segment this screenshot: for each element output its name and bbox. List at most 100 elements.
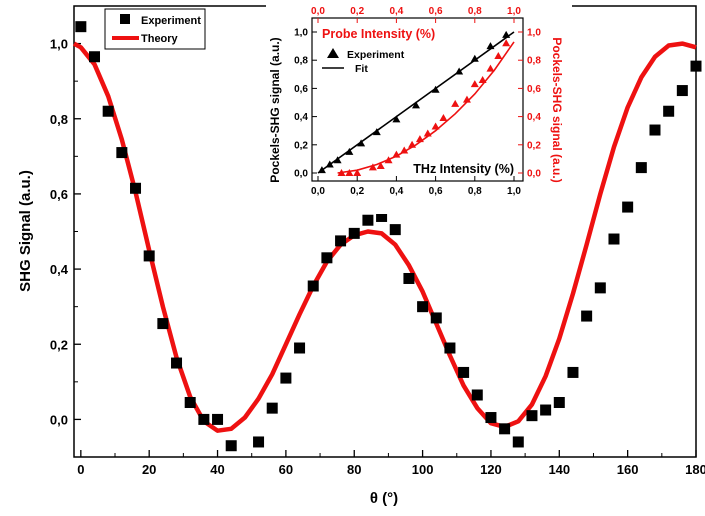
experiment-point [266,402,278,414]
inset-right-axis-label: Pockels-SHG signal (a.u.) [550,37,564,182]
experiment-point [130,182,142,194]
inset-chart: 0,00,00,20,20,40,40,60,60,80,81,01,00,0 0… [266,4,572,214]
inset-top-tick-label: 0,8 [468,6,482,17]
inset-top-tick-label: 0,4 [389,6,403,17]
inset-black-point [357,139,366,147]
experiment-point [348,227,360,239]
experiment-point [321,252,333,264]
inset-right-tick-label: 0,6 [527,84,541,95]
inset-legend-fit-label: Fit [355,63,368,75]
inset-red-point [451,99,460,107]
inset-red-point [384,156,393,164]
inset-x-tick-label: 0,2 [350,186,364,197]
experiment-point [540,404,552,416]
inset-red-point [462,95,471,103]
experiment-point [307,280,319,292]
inset-legend: Experiment Fit [322,48,405,75]
experiment-point [485,412,497,424]
main-x-tick-label: 140 [548,462,570,477]
inset-black-point [502,30,511,38]
inset-red-point [431,122,440,130]
inset-black-point [325,160,334,168]
inset-red-point [502,39,511,47]
experiment-point [212,413,224,425]
main-x-tick-label: 180 [685,462,705,477]
experiment-point [389,224,401,236]
experiment-point [184,397,196,409]
inset-y-tick-label: 0,0 [294,169,308,180]
inset-black-point [317,166,326,174]
experiment-point [499,423,511,435]
inset-y-tick-label: 0,8 [294,56,308,67]
experiment-point [567,366,579,378]
main-x-tick-label: 20 [142,462,156,477]
inset-black-point [345,147,354,155]
inset-axis-ticks: 0,00,00,20,20,40,40,60,60,80,81,01,00,0 0… [294,6,541,197]
inset-red-point [337,169,346,176]
inset-red-point [408,140,417,148]
experiment-point [581,310,593,322]
inset-red-point [415,135,424,143]
experiment-point [649,124,661,136]
inset-legend-experiment-marker [327,48,339,58]
theory-line [72,41,697,433]
experiment-point [512,436,524,448]
main-y-tick-label: 0,6 [50,187,68,202]
inset-red-point [494,51,503,59]
main-x-tick-label: 0 [77,462,84,477]
main-x-tick-label: 100 [412,462,434,477]
inset-black-point [431,85,440,93]
main-y-tick-label: 0,0 [50,412,68,427]
inset-top-tick-label: 0,2 [350,6,364,17]
experiment-point [430,312,442,324]
inset-black-point [486,42,495,50]
main-x-tick-label: 40 [210,462,224,477]
experiment-point [690,60,702,72]
experiment-point [157,318,169,330]
experiment-point [417,301,429,313]
inset-right-tick-label: 0,8 [527,56,541,67]
inset-black-point [372,128,381,136]
legend-theory-label: Theory [141,33,179,45]
experiment-point [635,162,647,174]
inset-red-point [470,80,479,88]
inset-black-point [470,54,479,62]
experiment-point [116,147,128,159]
main-y-tick-label: 1,0 [50,37,68,52]
experiment-point [171,357,183,369]
experiment-point [198,413,210,425]
experiment-point [225,440,237,452]
experiment-point [622,201,634,213]
inset-background [266,4,572,214]
experiment-point [608,233,620,245]
inset-red-point [400,146,409,154]
inset-x-tick-label: 0,8 [468,186,482,197]
inset-plot-frame [311,17,524,182]
inset-x-tick-label: 0,6 [429,186,443,197]
inset-black-point [412,101,420,109]
inset-right-tick-label: 0,4 [527,112,541,123]
legend-experiment-label: Experiment [141,15,201,27]
experiment-point [553,397,565,409]
main-x-axis-label: θ (°) [370,490,398,507]
inset-red-point [392,150,401,158]
inset-x-tick-label: 0,0 [311,186,325,197]
inset-right-tick-label: 0,2 [527,140,541,151]
inset-red-point [478,75,487,83]
main-y-tick-label: 0,4 [50,262,69,277]
inset-top-tick-label: 0,0 [311,6,325,17]
inset-right-tick-label: 1,0 [527,28,541,39]
inset-top-tick-label: 0,6 [429,6,443,17]
legend-experiment-marker [120,14,130,24]
inset-y-tick-label: 0,2 [294,140,308,151]
inset-top-tick-label: 1,0 [507,6,521,17]
experiment-point [335,235,347,247]
main-x-tick-label: 120 [480,462,502,477]
experiment-point [280,372,292,384]
experiment-point [294,342,306,354]
experiment-point [75,21,87,33]
inset-red-point [376,161,385,169]
experiment-point [143,250,155,262]
inset-black-point [392,115,401,123]
